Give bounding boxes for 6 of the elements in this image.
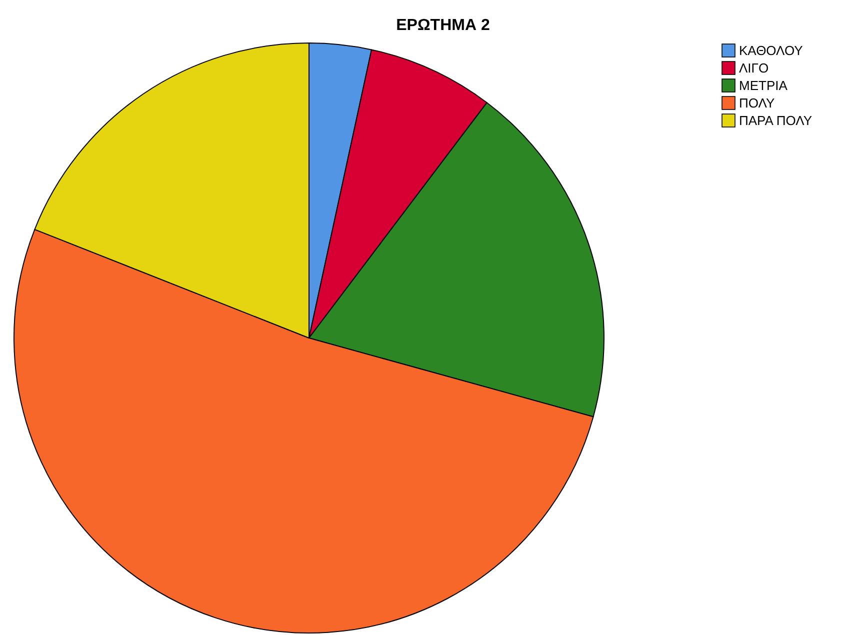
chart-title: ΕΡΩΤΗΜΑ 2 — [396, 17, 490, 34]
legend-label: ΚΑΘΟΛΟΥ — [739, 43, 804, 58]
legend-label: ΛΙΓΟ — [739, 60, 769, 76]
legend-label: ΠΟΛΥ — [739, 96, 775, 110]
legend-label: ΠΑΡΑ ΠΟΛΥ — [739, 113, 812, 128]
legend-label: ΜΕΤΡΙΑ — [739, 78, 788, 93]
